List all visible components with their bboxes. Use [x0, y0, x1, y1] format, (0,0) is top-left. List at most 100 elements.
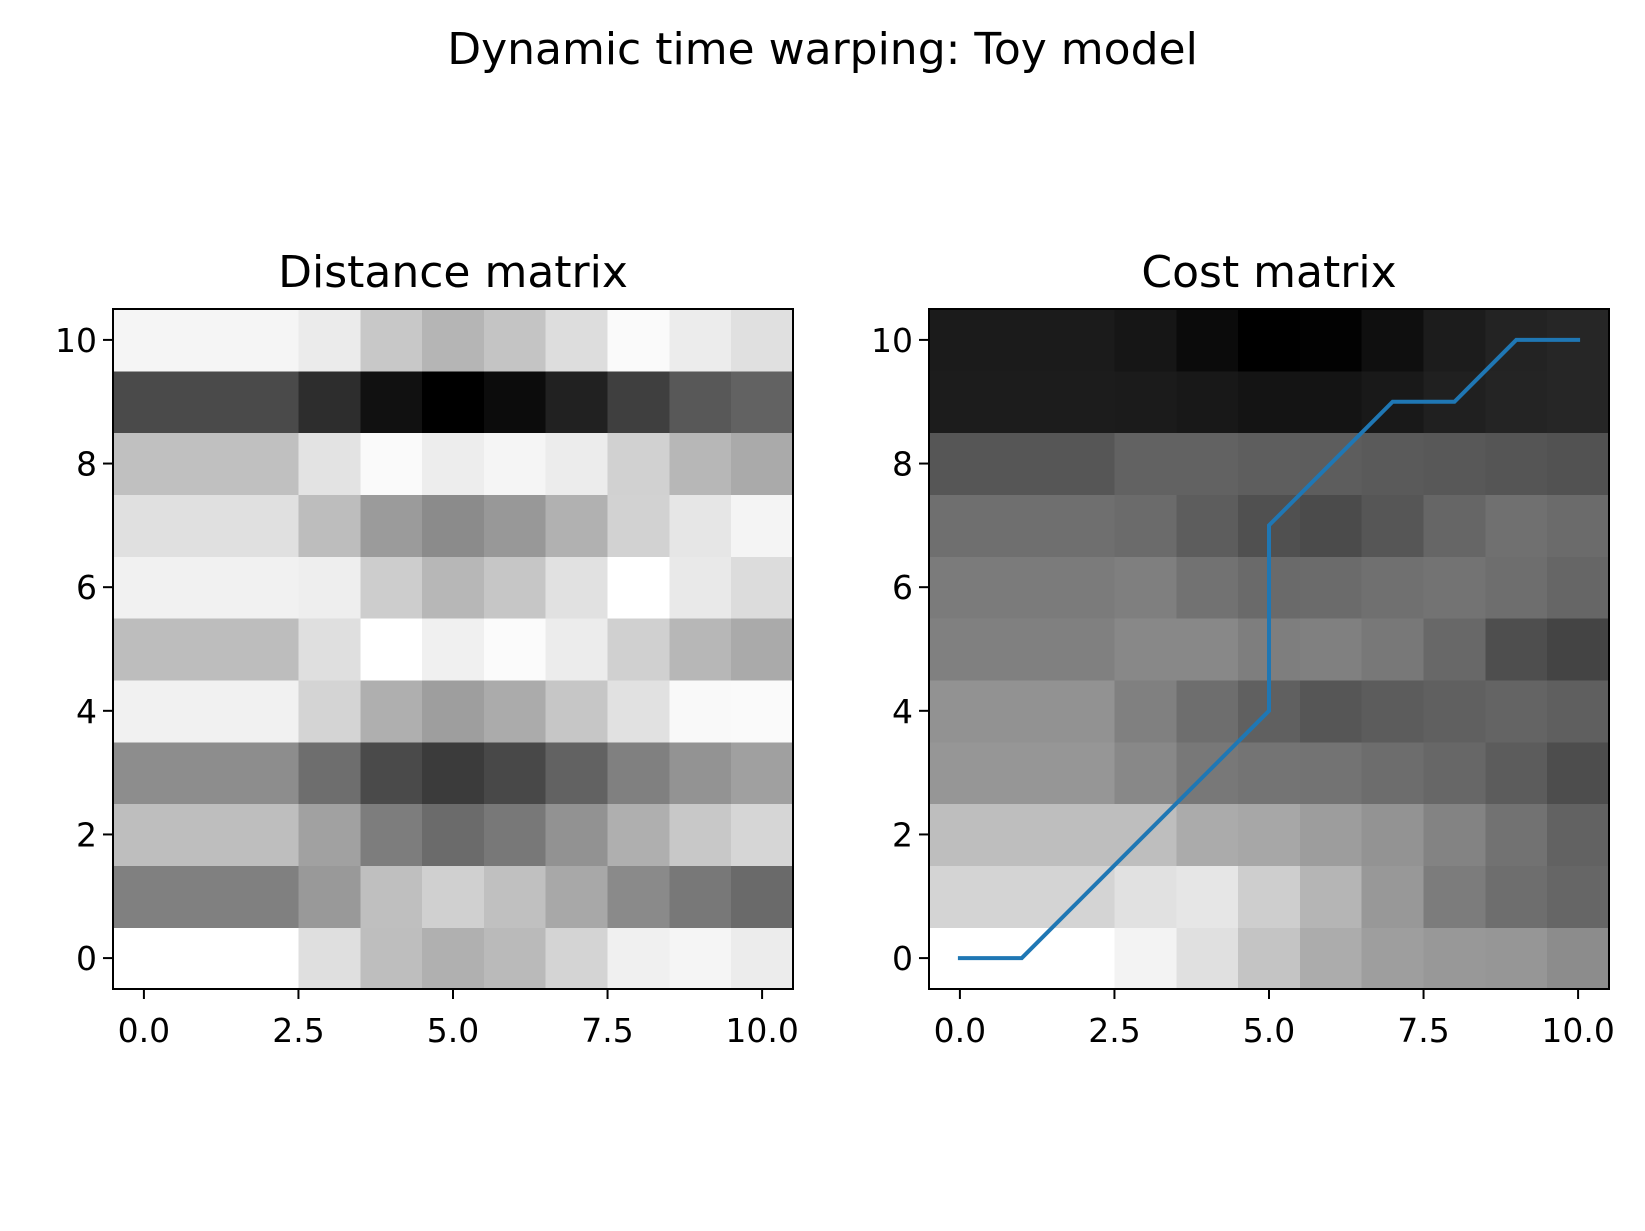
distance-cell — [483, 309, 547, 372]
distance-cell — [607, 803, 670, 866]
cost-cell — [929, 803, 992, 866]
cost-cell — [1052, 741, 1116, 805]
cost-cell — [1052, 432, 1116, 496]
distance-cell — [422, 865, 485, 928]
cost-cell — [990, 865, 1054, 928]
cost-cell — [1114, 618, 1177, 681]
cost-cell — [1361, 927, 1425, 990]
cost-cell — [1114, 741, 1177, 805]
distance-cell — [298, 679, 361, 743]
distance-cell — [298, 432, 361, 496]
distance-cell — [113, 803, 176, 866]
distance-cell — [236, 370, 300, 434]
cost-cell — [990, 556, 1054, 619]
cost-cell — [990, 309, 1054, 372]
cost-cell — [1238, 370, 1301, 434]
cost-cell — [1423, 927, 1486, 990]
distance-xtick-label: 2.5 — [272, 1011, 324, 1050]
cost-cell — [1361, 618, 1425, 681]
distance-cell — [731, 618, 794, 681]
distance-cell — [174, 741, 238, 805]
cost-xtick-label: 7.5 — [1397, 1011, 1449, 1050]
distance-ytick-label: 2 — [76, 815, 97, 854]
distance-cell — [360, 432, 423, 496]
cost-cell — [1423, 432, 1486, 496]
distance-cell — [669, 927, 732, 990]
cost-cell — [1547, 741, 1610, 805]
cost-cell — [1299, 803, 1363, 866]
cost-cell — [990, 370, 1054, 434]
distance-cell — [113, 370, 176, 434]
cost-xtick-label: 2.5 — [1088, 1011, 1140, 1050]
distance-cell — [545, 803, 609, 866]
cost-cell — [1176, 309, 1239, 372]
cost-ytick-label: 6 — [892, 568, 913, 607]
cost-cell — [929, 309, 992, 372]
distance-cell — [669, 556, 732, 619]
distance-cell — [236, 741, 300, 805]
cost-cell — [1423, 803, 1486, 866]
distance-cell — [174, 865, 238, 928]
cost-cell — [1052, 803, 1116, 866]
cost-cell — [1423, 865, 1486, 928]
cost-cell — [1176, 370, 1239, 434]
cost-path-line — [957, 337, 1581, 961]
distance-ytick-label: 6 — [76, 568, 97, 607]
cost-cell — [1423, 618, 1486, 681]
cost-cell — [1485, 370, 1548, 434]
cost-cell — [1361, 556, 1425, 619]
distance-cell — [422, 927, 485, 990]
distance-cell — [174, 803, 238, 866]
distance-cell — [607, 370, 670, 434]
distance-cell — [174, 679, 238, 743]
distance-cell — [360, 618, 423, 681]
cost-cell — [1114, 679, 1177, 743]
cost-cell — [990, 741, 1054, 805]
distance-cell — [545, 309, 609, 372]
distance-cell — [731, 432, 794, 496]
distance-cell — [298, 309, 361, 372]
distance-cell — [422, 803, 485, 866]
distance-cell — [607, 556, 670, 619]
distance-cell — [545, 865, 609, 928]
cost-cell — [929, 432, 992, 496]
distance-cell — [607, 927, 670, 990]
cost-cell — [1547, 370, 1610, 434]
cost-cell — [1176, 556, 1239, 619]
distance-cell — [113, 618, 176, 681]
distance-cell — [483, 494, 547, 557]
distance-cell — [360, 803, 423, 866]
distance-title: Distance matrix — [278, 247, 628, 298]
distance-cell — [607, 679, 670, 743]
cost-cell — [1423, 494, 1486, 557]
distance-cell — [113, 432, 176, 496]
distance-cell — [483, 927, 547, 990]
cost-cell — [1114, 556, 1177, 619]
distance-cell — [298, 741, 361, 805]
cost-cell — [1485, 494, 1548, 557]
distance-panel: Distance matrix 0.0 2.5 5.0 7.5 10.0 0 2 4 6 8 10 — [55, 247, 799, 1050]
distance-cell — [236, 556, 300, 619]
cost-ytick-label: 2 — [892, 815, 913, 854]
cost-cell — [1238, 741, 1301, 805]
cost-cell — [1361, 309, 1425, 372]
distance-cell — [483, 741, 547, 805]
distance-cell — [545, 494, 609, 557]
distance-cell — [669, 494, 732, 557]
figure-title: Dynamic time warping: Toy model — [447, 24, 1198, 75]
distance-ytick-label: 10 — [55, 321, 97, 360]
distance-cell — [607, 741, 670, 805]
distance-cell — [483, 803, 547, 866]
cost-cell — [1052, 494, 1116, 557]
distance-cell — [113, 927, 176, 990]
cost-cell — [1423, 679, 1486, 743]
distance-ytick-label: 4 — [76, 692, 97, 731]
cost-cell — [990, 432, 1054, 496]
cost-cell — [1299, 370, 1363, 434]
distance-cell — [731, 927, 794, 990]
distance-cell — [731, 679, 794, 743]
cost-cell — [1238, 927, 1301, 990]
distance-cell — [483, 432, 547, 496]
distance-cell — [483, 679, 547, 743]
